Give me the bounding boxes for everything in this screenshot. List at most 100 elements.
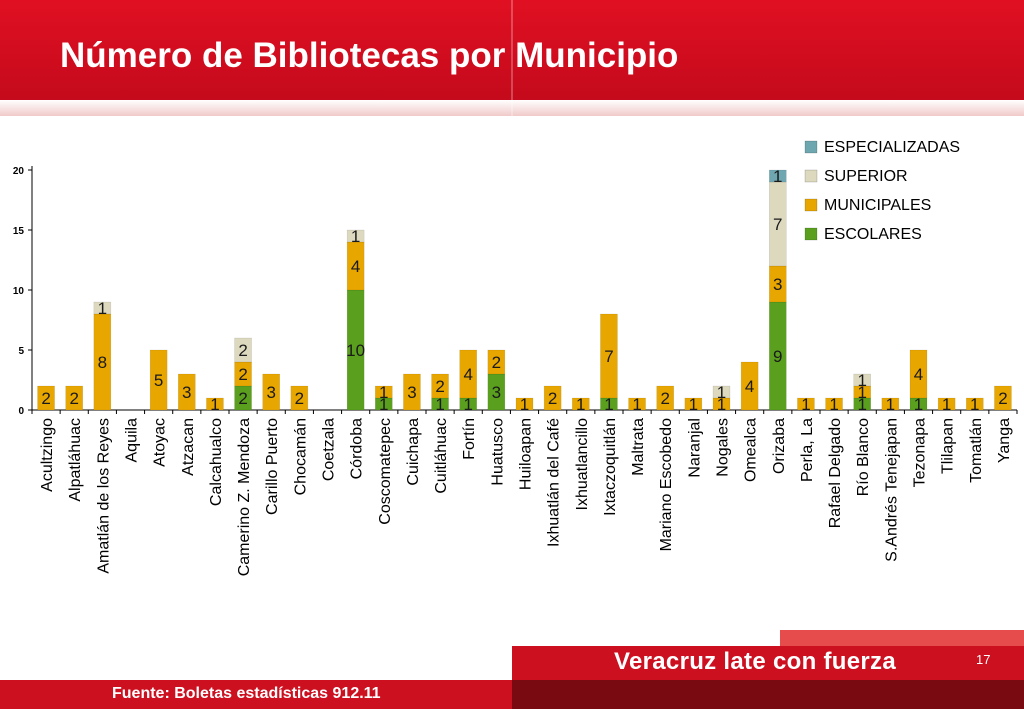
source-note: Fuente: Boletas estadísticas 912.11 <box>112 685 381 702</box>
category-label: S.Andrés Tenejapan <box>883 418 900 562</box>
y-tick-label: 10 <box>13 286 25 297</box>
category-label: Omealca <box>743 418 760 482</box>
category-label: Río Blanco <box>855 418 872 496</box>
bar-segment <box>262 373 280 411</box>
category-label: Aquila <box>124 418 141 463</box>
data-label: 4 <box>351 257 360 276</box>
data-label: 1 <box>942 395 951 414</box>
y-tick-label: 20 <box>13 166 25 177</box>
data-label: 1 <box>857 395 866 414</box>
data-label: 1 <box>970 395 979 414</box>
category-label: Coscomatepec <box>377 418 394 525</box>
category-label: Tlilapan <box>940 418 957 474</box>
data-label: 1 <box>576 395 585 414</box>
y-tick-label: 15 <box>13 226 25 237</box>
category-label: Fortín <box>461 418 478 460</box>
category-label: Mariano Escobedo <box>658 418 675 552</box>
y-tick-label: 0 <box>18 406 24 417</box>
category-label: Córdoba <box>349 418 366 479</box>
data-label: 5 <box>154 371 163 390</box>
category-label: Huiloapan <box>518 418 535 490</box>
data-label: 9 <box>773 347 782 366</box>
slide-header <box>0 0 1024 100</box>
slogan-bar <box>512 646 1024 680</box>
footer-left-bar <box>0 680 512 709</box>
bar-segment <box>966 397 984 411</box>
data-label: 2 <box>492 353 501 372</box>
bar-segment <box>149 349 168 411</box>
data-label: 3 <box>492 383 501 402</box>
bar-segment <box>572 397 590 411</box>
data-label: 1 <box>632 395 641 414</box>
category-label: Atoyac <box>152 418 169 467</box>
category-label: Ixhuatlán del Café <box>546 418 563 547</box>
bar-segment <box>93 301 112 315</box>
category-label: Tezonapa <box>912 418 929 487</box>
data-label: 1 <box>435 395 444 414</box>
slogan-text: Veracruz late con fuerza <box>614 648 896 675</box>
bar-segment <box>740 361 759 411</box>
data-label: 1 <box>829 395 838 414</box>
category-label: Carillo Puerto <box>264 418 281 515</box>
bar-segment <box>206 397 224 411</box>
data-label: 2 <box>998 389 1007 408</box>
bar-segment <box>515 397 534 411</box>
bar-segment <box>234 337 252 363</box>
data-label: 1 <box>520 395 529 414</box>
bar-segment <box>853 373 871 387</box>
bar-segment <box>290 385 309 411</box>
category-label: Rafael Delgado <box>827 418 844 528</box>
bar-segment <box>459 349 477 399</box>
data-label: 2 <box>660 389 669 408</box>
bar-segment <box>403 373 421 411</box>
bar-segment <box>684 397 703 411</box>
y-tick-label: 5 <box>18 346 24 357</box>
data-label: 8 <box>98 353 107 372</box>
legend-label: ESCOLARES <box>824 226 922 243</box>
data-label: 7 <box>604 347 613 366</box>
data-label: 3 <box>407 383 416 402</box>
data-label: 1 <box>463 395 472 414</box>
category-label: Amatlán de los Reyes <box>95 418 112 574</box>
category-label: Cuitláhuac <box>433 418 450 494</box>
category-label: Yanga <box>996 418 1013 463</box>
data-label: 3 <box>182 383 191 402</box>
data-label: 1 <box>98 299 107 318</box>
category-label: Cuichapa <box>405 418 422 486</box>
data-label: 2 <box>548 389 557 408</box>
bar-segment <box>178 373 196 411</box>
data-label: 2 <box>435 377 444 396</box>
legend-swatch <box>804 140 818 154</box>
bar-segment <box>65 385 83 411</box>
bar-segment <box>909 349 928 399</box>
data-label: 1 <box>379 383 388 402</box>
data-label: 1 <box>717 395 726 414</box>
category-label: Coetzala <box>321 418 338 481</box>
category-label: Huatusco <box>489 418 506 486</box>
data-label: 2 <box>238 365 247 384</box>
category-label: Chocamán <box>292 418 309 495</box>
data-label: 1 <box>379 395 388 414</box>
bar-segment <box>881 397 900 411</box>
data-label: 3 <box>266 383 275 402</box>
data-label: 4 <box>914 365 923 384</box>
data-label: 1 <box>689 395 698 414</box>
data-label: 1 <box>773 167 782 186</box>
legend-swatch <box>804 198 818 212</box>
category-label: Naranjal <box>686 418 703 478</box>
data-label: 1 <box>351 227 360 246</box>
bar-segment <box>375 385 393 399</box>
stacked-bar-chart: 051015202Acultzingo2Alpatláhuac81Amatlán… <box>13 139 1018 576</box>
page-number: 17 <box>976 652 991 667</box>
legend-label: SUPERIOR <box>824 168 908 185</box>
data-label: 1 <box>717 383 726 402</box>
bar-segment <box>712 385 731 399</box>
category-label: Atzacan <box>180 418 197 476</box>
data-label: 4 <box>745 377 754 396</box>
data-label: 1 <box>914 395 923 414</box>
bar-segment <box>600 313 618 399</box>
category-label: Nogales <box>715 418 732 477</box>
bar-segment <box>937 397 956 411</box>
data-label: 2 <box>41 389 50 408</box>
data-label: 2 <box>238 341 247 360</box>
